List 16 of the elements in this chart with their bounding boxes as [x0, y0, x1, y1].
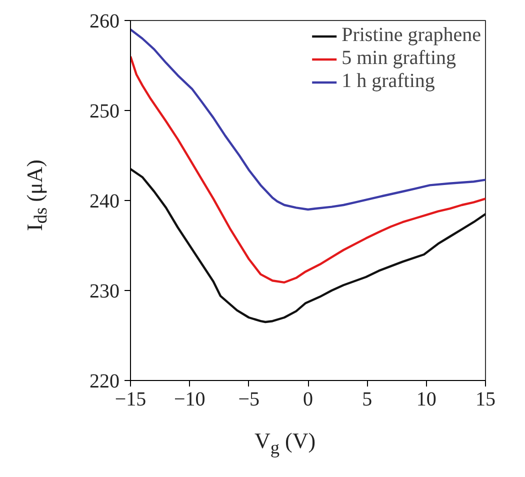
x-tick-label: 10 — [416, 388, 436, 410]
line-series — [130, 28, 486, 211]
x-tick-label: 5 — [362, 388, 372, 410]
x-tick-label: 15 — [476, 388, 496, 410]
legend-label: Pristine graphene — [342, 24, 481, 47]
y-tick-label: 250 — [90, 100, 120, 122]
y-tick-label: 240 — [90, 190, 120, 212]
legend-label: 5 min grafting — [342, 47, 456, 70]
legend-label: 1 h grafting — [342, 70, 435, 93]
x-tick-label: −5 — [238, 388, 260, 410]
x-tick-label: −10 — [174, 388, 206, 410]
y-tick-label: 260 — [90, 10, 120, 32]
x-tick-label: 0 — [303, 388, 313, 410]
x-axis-title: V$_{g}$ (V) — [253, 427, 317, 460]
line-series — [130, 168, 486, 324]
y-tick-label: 230 — [90, 280, 120, 302]
